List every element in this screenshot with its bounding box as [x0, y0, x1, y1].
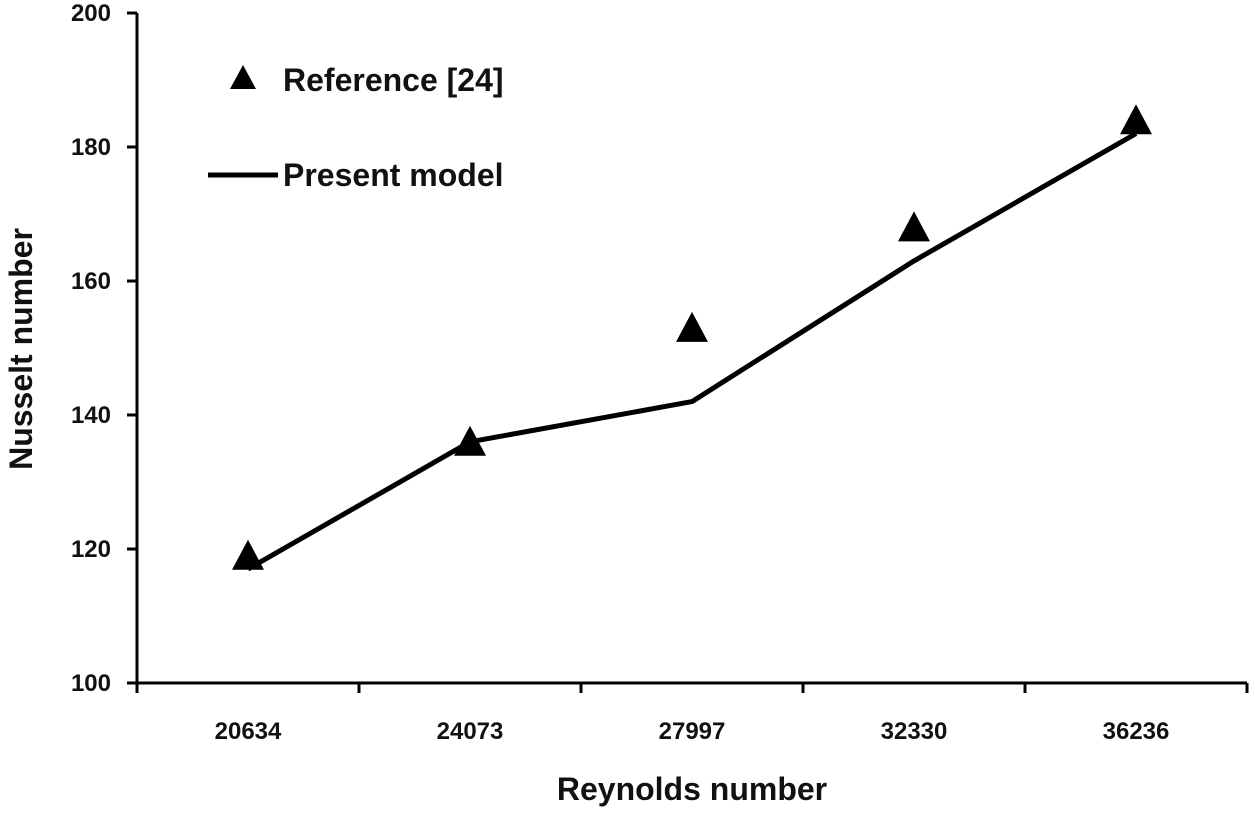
plot-area: [232, 104, 1152, 572]
legend-label-reference: Reference [24]: [283, 62, 504, 98]
data-point-reference-triangle: [232, 539, 264, 570]
y-tick-label: 160: [71, 268, 111, 295]
y-tick-label: 120: [71, 536, 111, 563]
x-tick-label: 20634: [215, 718, 282, 745]
legend-triangle-marker-icon: [230, 65, 256, 89]
data-point-reference-triangle: [454, 425, 486, 456]
axes: [135, 13, 1247, 685]
x-tick-label: 32330: [881, 718, 948, 745]
series-line-present-model: [246, 131, 1138, 572]
y-axis-ticks: 100 120 140 160 180 200: [71, 0, 137, 697]
y-axis-title: Nusselt number: [3, 228, 39, 470]
y-tick-label: 100: [71, 670, 111, 697]
x-axis-title: Reynolds number: [557, 771, 827, 807]
legend: Reference [24] Present model: [208, 62, 504, 193]
y-tick-label: 180: [71, 134, 111, 161]
data-point-reference-triangle: [898, 211, 930, 242]
y-tick-label: 140: [71, 402, 111, 429]
data-point-reference-triangle: [676, 311, 708, 342]
x-tick-label: 36236: [1103, 718, 1170, 745]
legend-label-present-model: Present model: [283, 157, 504, 193]
data-point-reference-triangle: [1120, 104, 1152, 135]
x-tick-label: 27997: [659, 718, 726, 745]
x-tick-label: 24073: [437, 718, 504, 745]
y-tick-label: 200: [71, 0, 111, 27]
x-axis-ticks: 20634 24073 27997 32330 36236: [135, 683, 1249, 745]
